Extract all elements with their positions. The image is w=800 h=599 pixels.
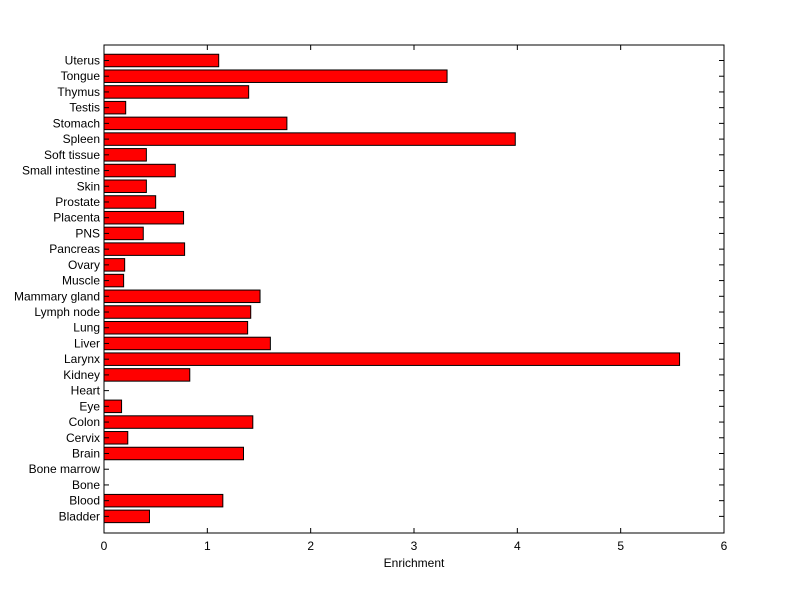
y-tick-label: Ovary xyxy=(68,258,100,272)
y-tick-label: Soft tissue xyxy=(44,148,100,162)
y-tick-label: Spleen xyxy=(63,132,100,146)
y-tick-label: Skin xyxy=(77,179,100,193)
bar-tongue xyxy=(103,69,448,83)
bar-blood xyxy=(103,493,224,508)
x-axis-label: Enrichment xyxy=(384,556,445,570)
bar-brain xyxy=(103,446,244,461)
bar-larynx xyxy=(103,352,681,366)
bar-pancreas xyxy=(103,242,186,256)
y-tick-label: Tongue xyxy=(61,69,101,83)
y-tick-label: Small intestine xyxy=(22,164,100,178)
y-tick-label: PNS xyxy=(75,226,100,240)
y-tick-label: Bladder xyxy=(59,509,100,523)
y-tick-label: Heart xyxy=(71,384,101,398)
bar-mammary-gland xyxy=(103,289,261,304)
x-tick-label: 0 xyxy=(101,539,108,553)
y-tick-label: Brain xyxy=(72,447,100,461)
y-tick-label: Prostate xyxy=(55,195,100,209)
y-tick-label: Uterus xyxy=(65,54,100,68)
x-tick-label: 5 xyxy=(617,539,624,553)
bar-soft-tissue xyxy=(103,148,147,162)
bar-small-intestine xyxy=(103,163,176,178)
y-tick-label: Lung xyxy=(73,321,100,335)
y-tick-label: Mammary gland xyxy=(14,289,100,303)
x-tick-label: 6 xyxy=(721,539,728,553)
plot-frame xyxy=(103,44,725,534)
y-tick-label: Stomach xyxy=(53,116,100,130)
bar-skin xyxy=(103,179,147,194)
bar-thymus xyxy=(103,85,250,99)
x-tick-label: 3 xyxy=(411,539,418,553)
x-tick-label: 2 xyxy=(307,539,314,553)
y-tick-label: Cervix xyxy=(66,431,100,445)
bar-prostate xyxy=(103,195,157,209)
y-tick-label: Testis xyxy=(69,101,100,115)
y-tick-label: Placenta xyxy=(53,211,100,225)
y-tick-label: Bone xyxy=(72,478,100,492)
y-tick-label: Lymph node xyxy=(34,305,100,319)
bar-pns xyxy=(103,226,144,241)
bar-lung xyxy=(103,320,249,335)
bar-stomach xyxy=(103,116,288,131)
bar-colon xyxy=(103,415,254,429)
bar-lymph-node xyxy=(103,305,252,319)
y-tick-label: Blood xyxy=(69,494,100,508)
y-tick-label: Bone marrow xyxy=(29,462,101,476)
x-tick-label: 1 xyxy=(204,539,211,553)
bar-bladder xyxy=(103,509,150,524)
bar-placenta xyxy=(103,210,185,225)
y-tick-label: Kidney xyxy=(63,368,100,382)
y-tick-label: Larynx xyxy=(64,352,100,366)
y-tick-label: Thymus xyxy=(57,85,100,99)
x-axis-ticks: 0 1 2 3 4 5 6 xyxy=(101,45,728,553)
x-tick-label: 4 xyxy=(514,539,521,553)
bar-uterus xyxy=(103,53,220,68)
y-tick-label: Pancreas xyxy=(49,242,100,256)
y-tick-label: Eye xyxy=(79,399,100,413)
bar-spleen xyxy=(103,132,516,146)
bar-liver xyxy=(103,336,271,351)
bar-kidney xyxy=(103,368,191,382)
y-tick-label: Muscle xyxy=(62,274,100,288)
y-tick-label: Colon xyxy=(69,415,100,429)
y-tick-label: Liver xyxy=(74,336,100,350)
